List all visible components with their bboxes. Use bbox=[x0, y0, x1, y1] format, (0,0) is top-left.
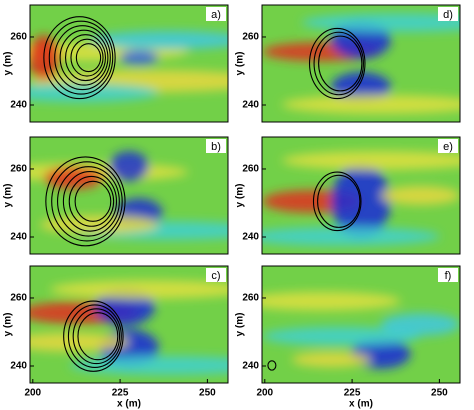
panel-frame bbox=[29, 4, 229, 123]
field-blob bbox=[291, 352, 371, 368]
x-axis-label: x (m) bbox=[349, 399, 373, 410]
contour bbox=[308, 27, 366, 100]
y-tick-label: 260 bbox=[242, 32, 259, 43]
contour bbox=[317, 174, 361, 228]
field-blob bbox=[262, 326, 421, 346]
contour bbox=[64, 34, 107, 82]
contour bbox=[70, 38, 104, 77]
field-blob bbox=[380, 186, 460, 205]
contour bbox=[63, 300, 124, 372]
x-tick-label: 250 bbox=[431, 388, 448, 399]
panel bbox=[262, 266, 460, 383]
panel-frame bbox=[261, 136, 461, 255]
y-tick-label: 240 bbox=[10, 232, 27, 243]
field-blob bbox=[30, 83, 159, 103]
y-tick-label: 240 bbox=[10, 361, 27, 372]
contour bbox=[54, 25, 111, 91]
contour bbox=[59, 29, 109, 86]
y-axis-label: y (m) bbox=[235, 313, 246, 337]
panel bbox=[262, 5, 460, 122]
field-blob bbox=[380, 313, 460, 336]
panel-frame bbox=[261, 4, 461, 123]
field-blob bbox=[69, 356, 228, 375]
field-blob bbox=[89, 30, 228, 50]
field-blob bbox=[281, 95, 460, 114]
y-tick-label: 240 bbox=[10, 100, 27, 111]
panel-label-box bbox=[206, 268, 226, 282]
contour bbox=[45, 156, 126, 247]
panel-label-box bbox=[206, 7, 226, 21]
contour bbox=[62, 171, 118, 232]
y-axis-label: y (m) bbox=[235, 184, 246, 208]
field bbox=[30, 280, 228, 375]
panel-label: c) bbox=[211, 270, 220, 282]
panel-label: f) bbox=[445, 270, 452, 282]
contour bbox=[313, 31, 364, 96]
panel-label-box bbox=[206, 139, 226, 153]
field bbox=[30, 30, 228, 103]
x-tick-label: 225 bbox=[344, 388, 361, 399]
field-blob bbox=[262, 291, 401, 311]
panel-frame bbox=[29, 265, 229, 384]
contour bbox=[318, 35, 363, 92]
contour bbox=[68, 175, 115, 227]
field-blob bbox=[30, 332, 129, 352]
y-axis-label: y (m) bbox=[235, 52, 246, 76]
y-axis-label: y (m) bbox=[3, 52, 14, 76]
contour bbox=[43, 16, 116, 100]
y-tick-label: 240 bbox=[242, 232, 259, 243]
panel-label: b) bbox=[211, 141, 221, 153]
contour bbox=[74, 180, 112, 222]
y-tick-label: 240 bbox=[242, 100, 259, 111]
panel bbox=[30, 5, 228, 122]
panel-label: a) bbox=[211, 9, 221, 21]
contour bbox=[57, 166, 120, 237]
panel-label: d) bbox=[443, 9, 453, 21]
contour bbox=[48, 20, 114, 95]
panel-frame bbox=[261, 265, 461, 384]
panel-label-box bbox=[438, 7, 458, 21]
y-axis-label: y (m) bbox=[3, 184, 14, 208]
field-blob bbox=[281, 151, 460, 170]
field-blob bbox=[301, 13, 460, 32]
contour bbox=[267, 360, 277, 371]
y-tick-label: 260 bbox=[242, 293, 259, 304]
y-tick-label: 240 bbox=[242, 361, 259, 372]
panel-label-box bbox=[438, 139, 458, 153]
field-blob bbox=[262, 227, 441, 246]
field-blob bbox=[331, 71, 391, 102]
field-blob bbox=[30, 35, 60, 81]
x-tick-label: 250 bbox=[199, 388, 216, 399]
x-axis-label: x (m) bbox=[117, 399, 141, 410]
panel bbox=[30, 266, 228, 383]
y-tick-label: 260 bbox=[242, 164, 259, 175]
y-tick-label: 260 bbox=[10, 293, 27, 304]
contour bbox=[77, 312, 119, 361]
field bbox=[262, 291, 460, 369]
field-blob bbox=[49, 280, 228, 299]
contour bbox=[75, 43, 102, 73]
field bbox=[262, 13, 460, 114]
field-blob bbox=[119, 50, 159, 66]
x-tick-label: 225 bbox=[112, 388, 129, 399]
field bbox=[262, 151, 460, 246]
contour bbox=[72, 308, 121, 365]
panel-label: e) bbox=[443, 141, 453, 153]
contour bbox=[312, 171, 362, 232]
contour bbox=[51, 161, 123, 242]
panel-frame bbox=[29, 136, 229, 255]
panel bbox=[30, 137, 228, 254]
field-blob bbox=[109, 151, 149, 182]
panel-label-box bbox=[438, 268, 458, 282]
y-axis-label: y (m) bbox=[3, 313, 14, 337]
x-tick-label: 200 bbox=[24, 388, 41, 399]
y-tick-label: 260 bbox=[10, 32, 27, 43]
x-tick-label: 200 bbox=[256, 388, 273, 399]
panel bbox=[262, 137, 460, 254]
contour bbox=[67, 304, 122, 368]
y-tick-label: 260 bbox=[10, 164, 27, 175]
